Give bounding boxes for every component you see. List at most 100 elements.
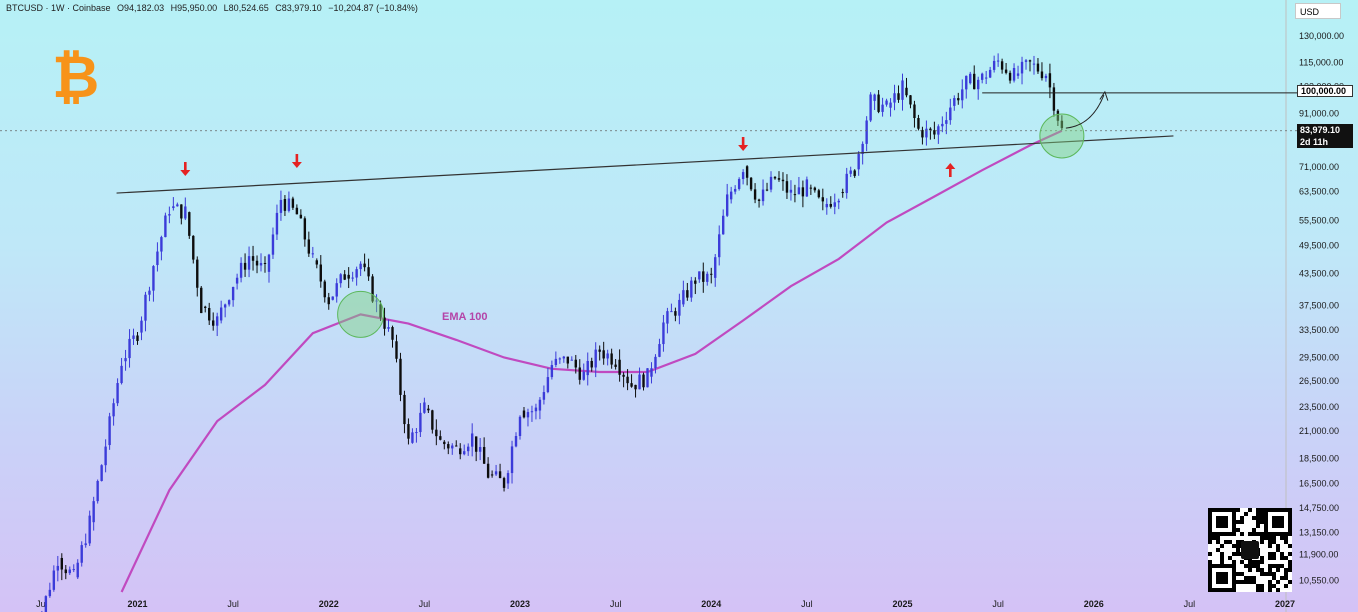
candle-body (714, 257, 717, 278)
arrow-head (180, 170, 191, 176)
qr-module (1268, 564, 1272, 568)
candle-body (283, 199, 287, 211)
qr-module (1208, 528, 1212, 532)
qr-module (1224, 516, 1228, 520)
candle-body (554, 358, 558, 365)
up-arrow-icon (945, 163, 956, 177)
candle-body (255, 260, 259, 266)
candle-body (291, 198, 295, 208)
qr-module (1272, 540, 1276, 544)
qr-module (1232, 508, 1236, 512)
candle-body (239, 262, 243, 278)
x-tick-label: Jul (610, 599, 622, 609)
qr-module (1288, 552, 1292, 556)
qr-module (1236, 528, 1240, 532)
candle-body (478, 447, 482, 452)
candle-body (837, 200, 840, 203)
qr-module (1276, 516, 1280, 520)
qr-module (1276, 544, 1280, 548)
qr-module (1244, 576, 1248, 580)
candle-body (140, 320, 143, 333)
lines-layer (0, 92, 1297, 194)
candle-body (363, 263, 366, 268)
qr-module (1260, 536, 1264, 540)
candle-body (733, 188, 737, 192)
candle-body (1052, 87, 1056, 111)
qr-module (1288, 512, 1292, 516)
qr-module (1288, 564, 1292, 568)
curve-head (1099, 90, 1109, 101)
candle-body (801, 187, 805, 197)
candle-body (996, 60, 1000, 62)
candle-body (100, 465, 103, 481)
candle-body (279, 199, 283, 213)
qr-module (1272, 556, 1276, 560)
candle-body (984, 77, 988, 79)
candle-body (813, 187, 817, 191)
qr-module (1220, 576, 1224, 580)
candle-body (219, 307, 223, 321)
candle-body (295, 207, 299, 215)
qr-module (1252, 560, 1256, 564)
candle-body (64, 569, 67, 574)
candle-body (247, 256, 251, 270)
qr-module (1260, 512, 1264, 516)
qr-module (1232, 576, 1236, 580)
candle-body (164, 215, 167, 238)
currency-button[interactable]: USD (1295, 3, 1341, 19)
candle-body (415, 432, 418, 434)
candle-body (686, 290, 689, 298)
candle-body (1036, 63, 1040, 72)
curve (1065, 94, 1105, 129)
candle-body (307, 239, 311, 254)
qr-module (1236, 580, 1240, 584)
candle-body (745, 166, 749, 178)
candle-body (1044, 75, 1048, 79)
qr-module (1252, 576, 1256, 580)
qr-module (1264, 528, 1268, 532)
qr-module (1284, 572, 1288, 576)
qr-module (1220, 552, 1224, 556)
qr-module (1216, 532, 1220, 536)
candle-body (486, 463, 490, 478)
candle-body (729, 191, 733, 200)
candle-body (80, 545, 83, 563)
candle-body (965, 75, 968, 90)
qr-module (1272, 524, 1276, 528)
y-tick-label: 26,500.00 (1299, 376, 1339, 386)
candle-body (694, 280, 697, 284)
candle-body (200, 287, 203, 314)
candle-body (929, 128, 932, 131)
candle-body (566, 356, 570, 364)
qr-module (1228, 588, 1232, 592)
candle-body (654, 356, 657, 369)
candle-body (92, 501, 95, 523)
candle-body (1040, 71, 1044, 79)
qr-module (1232, 580, 1236, 584)
qr-module (1228, 532, 1232, 536)
candle-body (869, 94, 872, 121)
qr-module (1256, 520, 1260, 524)
candle-body (383, 317, 386, 329)
candle-body (550, 365, 554, 378)
candle-body (498, 471, 502, 479)
qr-module (1220, 588, 1224, 592)
qr-module (1208, 512, 1212, 516)
candle-body (773, 176, 777, 179)
qr-module (1260, 508, 1264, 512)
qr-module (1260, 532, 1264, 536)
qr-module (1244, 580, 1248, 584)
candle-body (526, 412, 530, 418)
candle-body (578, 367, 581, 380)
candle-body (973, 73, 976, 90)
resistance-price-label: 100,000.00 (1297, 85, 1353, 97)
qr-module (1256, 516, 1260, 520)
candle-body (196, 259, 199, 288)
y-tick-label: 21,000.00 (1299, 426, 1339, 436)
axes: 130,000.00115,000.00103,000.0091,000.008… (36, 0, 1344, 612)
qr-module (1272, 584, 1276, 588)
x-tick-label: Jul (36, 599, 48, 609)
qr-module (1224, 508, 1228, 512)
qr-module (1268, 540, 1272, 544)
